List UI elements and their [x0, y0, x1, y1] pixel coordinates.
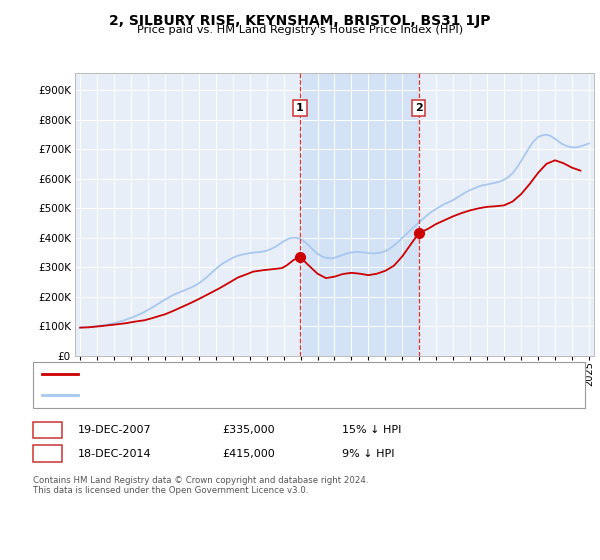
Text: 2, SILBURY RISE, KEYNSHAM, BRISTOL, BS31 1JP: 2, SILBURY RISE, KEYNSHAM, BRISTOL, BS31…: [109, 14, 491, 28]
Text: Contains HM Land Registry data © Crown copyright and database right 2024.
This d: Contains HM Land Registry data © Crown c…: [33, 476, 368, 496]
Text: Price paid vs. HM Land Registry's House Price Index (HPI): Price paid vs. HM Land Registry's House …: [137, 25, 463, 35]
Text: HPI: Average price, detached house, Bath and North East Somerset: HPI: Average price, detached house, Bath…: [84, 390, 436, 400]
Text: 9% ↓ HPI: 9% ↓ HPI: [342, 449, 395, 459]
Text: 15% ↓ HPI: 15% ↓ HPI: [342, 425, 401, 435]
Text: 18-DEC-2014: 18-DEC-2014: [78, 449, 152, 459]
Text: £335,000: £335,000: [222, 425, 275, 435]
Text: £415,000: £415,000: [222, 449, 275, 459]
Text: 1: 1: [296, 103, 304, 113]
Bar: [300, 73, 419, 356]
Text: 2, SILBURY RISE, KEYNSHAM, BRISTOL, BS31 1JP (detached house): 2, SILBURY RISE, KEYNSHAM, BRISTOL, BS31…: [84, 369, 429, 379]
Text: 2: 2: [415, 103, 422, 113]
Text: 2: 2: [43, 447, 52, 460]
Text: 19-DEC-2007: 19-DEC-2007: [78, 425, 152, 435]
Text: 1: 1: [43, 423, 52, 437]
